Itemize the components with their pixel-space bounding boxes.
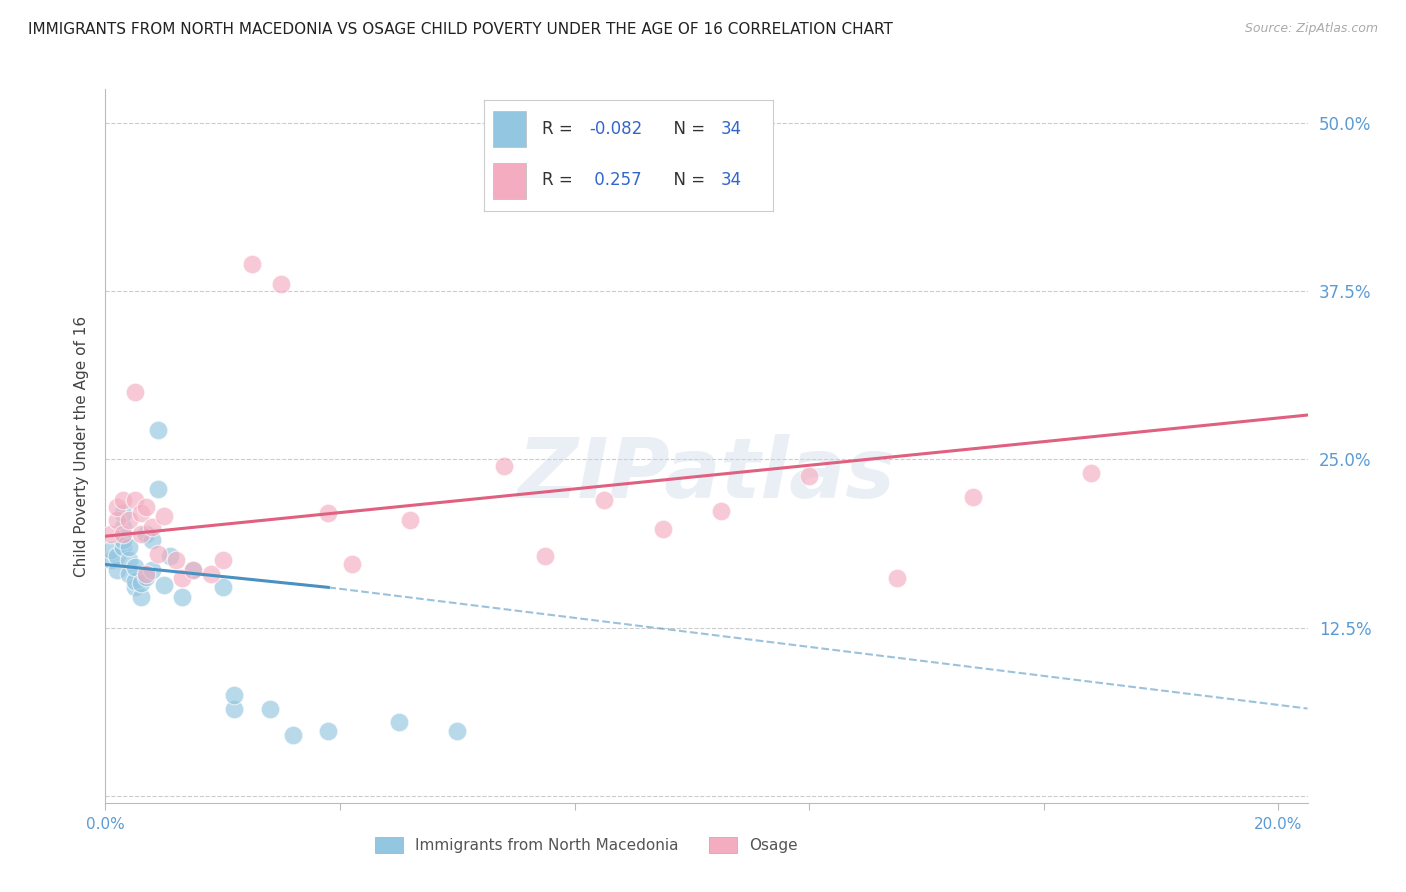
Point [183, 563, 205, 577]
Point [105, 549, 128, 564]
Point [118, 553, 141, 567]
Point [124, 492, 146, 507]
Point [388, 714, 411, 729]
Point [112, 520, 135, 534]
Point [224, 701, 246, 715]
Point [135, 566, 157, 581]
Point [124, 574, 146, 588]
Y-axis label: Child Poverty Under the Age of 16: Child Poverty Under the Age of 16 [75, 316, 90, 576]
Point [183, 563, 205, 577]
Point [270, 277, 292, 292]
Point [200, 566, 222, 581]
Point [141, 520, 163, 534]
Point [316, 506, 339, 520]
Point [593, 492, 616, 507]
Point [224, 688, 246, 702]
Point [148, 547, 170, 561]
Point [148, 423, 170, 437]
Point [797, 468, 820, 483]
Point [135, 569, 157, 583]
Text: Source: ZipAtlas.com: Source: ZipAtlas.com [1244, 22, 1378, 36]
Point [118, 540, 141, 554]
Point [170, 590, 193, 604]
Text: ZIPatlas: ZIPatlas [517, 434, 896, 515]
Point [211, 553, 233, 567]
Point [141, 533, 163, 548]
Point [124, 385, 146, 400]
Point [100, 526, 122, 541]
Point [211, 580, 233, 594]
Point [100, 553, 122, 567]
Point [886, 571, 908, 585]
Point [129, 526, 152, 541]
Point [399, 513, 422, 527]
Point [112, 526, 135, 541]
Point [112, 506, 135, 520]
Point [124, 560, 146, 574]
Point [129, 576, 152, 591]
Point [534, 549, 557, 564]
Text: IMMIGRANTS FROM NORTH MACEDONIA VS OSAGE CHILD POVERTY UNDER THE AGE OF 16 CORRE: IMMIGRANTS FROM NORTH MACEDONIA VS OSAGE… [28, 22, 893, 37]
Point [170, 571, 193, 585]
Point [340, 558, 363, 572]
Point [165, 553, 187, 567]
Point [141, 563, 163, 577]
Point [710, 503, 733, 517]
Point [105, 500, 128, 514]
Point [100, 542, 122, 557]
Point [105, 563, 128, 577]
Point [316, 724, 339, 739]
Point [118, 566, 141, 581]
Point [148, 482, 170, 496]
Point [124, 580, 146, 594]
Point [494, 459, 516, 474]
Point [259, 701, 281, 715]
Point [135, 500, 157, 514]
Point [651, 523, 673, 537]
Point [281, 729, 304, 743]
Point [153, 577, 176, 591]
Point [129, 590, 152, 604]
Point [159, 549, 181, 564]
Point [1080, 466, 1102, 480]
Point [118, 513, 141, 527]
Point [105, 513, 128, 527]
Point [112, 533, 135, 548]
Point [112, 492, 135, 507]
Point [112, 540, 135, 554]
Legend: Immigrants from North Macedonia, Osage: Immigrants from North Macedonia, Osage [370, 831, 803, 859]
Point [446, 724, 468, 739]
Point [962, 490, 984, 504]
Point [240, 257, 263, 271]
Point [135, 526, 157, 541]
Point [153, 508, 176, 523]
Point [129, 506, 152, 520]
